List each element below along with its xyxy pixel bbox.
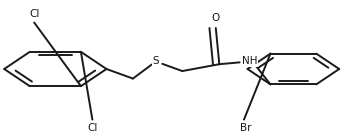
- Text: Br: Br: [240, 123, 251, 133]
- Text: Cl: Cl: [29, 9, 39, 19]
- Text: NH: NH: [241, 56, 257, 67]
- Text: S: S: [153, 56, 159, 67]
- Text: Cl: Cl: [87, 123, 98, 133]
- Text: O: O: [212, 13, 220, 23]
